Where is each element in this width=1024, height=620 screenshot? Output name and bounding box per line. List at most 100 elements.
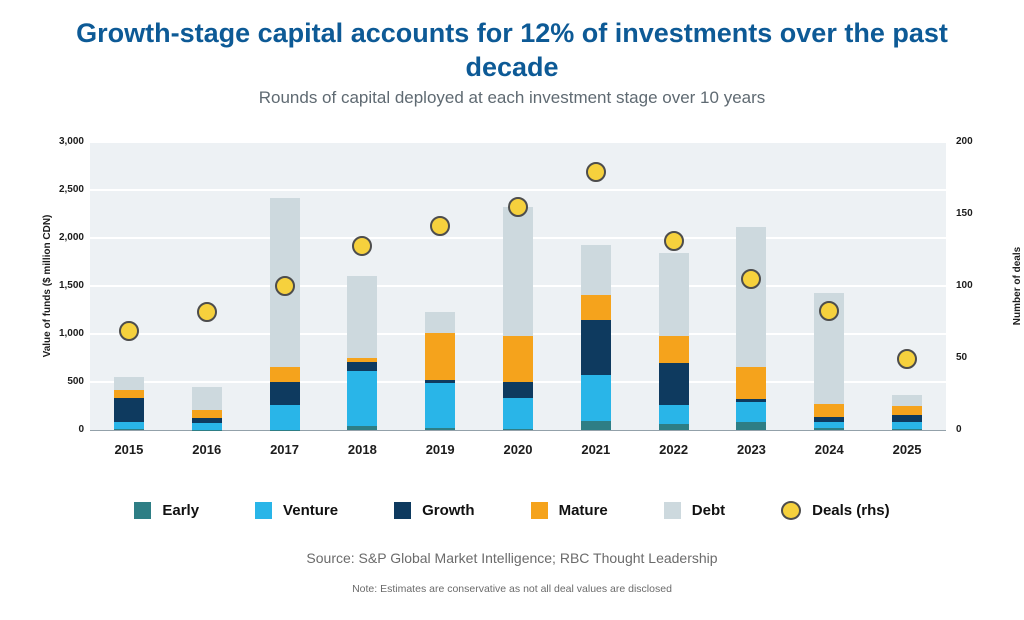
bar-segment-growth <box>736 399 767 402</box>
bar-segment-mature <box>503 335 533 383</box>
right-axis-tick: 200 <box>956 136 973 148</box>
bar-segment-debt <box>580 244 611 295</box>
x-axis-label: 2023 <box>736 442 766 458</box>
left-axis-tick: 0 <box>78 424 84 436</box>
deals-dot <box>430 215 451 236</box>
legend-item-deals: Deals (rhs) <box>781 501 890 521</box>
legend-label: Venture <box>283 502 339 520</box>
left-axis-tick: 1,500 <box>58 280 84 292</box>
bar-segment-early <box>892 428 923 431</box>
chart: Value of funds ($ million CDN) Number of… <box>12 128 1023 473</box>
x-axis-label: 2025 <box>892 442 922 458</box>
note-line: Note: Estimates are conservative as not … <box>352 583 672 596</box>
bar-segment-debt <box>736 226 767 367</box>
bar-segment-debt <box>425 311 456 334</box>
bar-segment-growth <box>814 416 845 423</box>
bar-segment-growth <box>503 382 533 399</box>
x-axis-label: 2024 <box>814 442 844 458</box>
right-axis-tick: 50 <box>956 352 968 364</box>
deals-dot <box>196 301 217 322</box>
bar-segment-early <box>503 429 533 431</box>
bar-segment-mature <box>892 405 923 416</box>
chart-subtitle: Rounds of capital deployed at each inves… <box>258 88 766 108</box>
deals-dot <box>118 320 139 341</box>
gridline <box>90 381 946 384</box>
right-axis-tick: 150 <box>956 208 973 220</box>
deals-dot <box>897 349 918 370</box>
bar-segment-mature <box>580 294 611 320</box>
legend-label: Deals (rhs) <box>812 502 890 520</box>
bar-segment-mature <box>269 366 300 383</box>
x-axis-label: 2019 <box>425 442 455 458</box>
bar-segment-debt <box>503 207 533 336</box>
bar-segment-venture <box>580 375 611 422</box>
bar-segment-early <box>113 429 144 431</box>
bar-segment-mature <box>425 333 456 381</box>
bar-segment-early <box>814 427 845 431</box>
bar-segment-growth <box>892 415 923 422</box>
deals-dot <box>819 300 840 321</box>
deals-dot <box>585 162 606 183</box>
legend-swatch-icon <box>394 502 412 520</box>
left-axis-tick: 2,000 <box>58 232 84 244</box>
bar-segment-growth <box>269 382 300 406</box>
legend-swatch-icon <box>134 502 152 520</box>
legend-label: Mature <box>558 502 608 520</box>
deals-dot <box>508 196 528 217</box>
legend-swatch-icon <box>530 502 548 520</box>
bar-segment-early <box>580 421 611 431</box>
right-axis-tick: 100 <box>956 280 973 292</box>
bar-segment-growth <box>658 362 689 406</box>
bar-segment-debt <box>347 276 378 359</box>
right-axis-tick: 0 <box>956 424 962 436</box>
bar-segment-mature <box>113 390 144 398</box>
legend-label: Growth <box>422 502 475 520</box>
legend-item-early: Early <box>134 502 200 520</box>
x-axis-label: 2021 <box>581 442 611 458</box>
bar-segment-venture <box>269 405 300 430</box>
legend-item-venture: Venture <box>255 502 339 520</box>
bar-segment-venture <box>425 382 456 428</box>
bar-segment-early <box>658 424 689 431</box>
legend-label: Debt <box>691 502 726 520</box>
legend-label: Early <box>162 502 200 520</box>
bar-segment-debt <box>113 376 144 391</box>
source-line: Source: S&P Global Market Intelligence; … <box>306 550 718 567</box>
bar-segment-venture <box>113 422 144 430</box>
deals-dot <box>274 276 295 297</box>
gridline <box>90 141 946 144</box>
bar-segment-mature <box>347 358 378 363</box>
bar-segment-early <box>347 426 378 431</box>
bar-segment-mature <box>736 366 767 400</box>
left-axis-tick: 1,000 <box>58 328 84 340</box>
bar-segment-growth <box>191 418 222 423</box>
bar-segment-growth <box>113 397 144 423</box>
plot-area <box>90 141 946 432</box>
bar-segment-debt <box>658 253 689 336</box>
deals-dot <box>741 268 762 289</box>
bar-segment-venture <box>658 405 689 425</box>
legend-item-mature: Mature <box>530 502 608 520</box>
bar-segment-early <box>736 422 767 431</box>
x-axis-label: 2017 <box>270 442 299 458</box>
x-axis-label: 2015 <box>114 442 144 458</box>
right-axis-title: Number of deals <box>1012 246 1023 326</box>
x-axis-label: 2018 <box>347 442 377 458</box>
bar-segment-venture <box>736 401 767 423</box>
bar-segment-growth <box>580 319 611 376</box>
bar-segment-debt <box>191 386 222 411</box>
bar-segment-venture <box>191 422 222 430</box>
legend-swatch-icon <box>255 502 273 520</box>
bar-segment-early <box>425 427 456 431</box>
bar-segment-mature <box>191 410 222 419</box>
deals-dot <box>352 235 373 256</box>
bar-segment-venture <box>347 371 378 427</box>
legend-swatch-icon <box>663 502 681 520</box>
bar-segment-mature <box>814 404 845 417</box>
gridline <box>90 189 946 192</box>
left-axis-tick: 2,500 <box>58 184 84 196</box>
chart-title: Growth-stage capital accounts for 12% of… <box>76 18 948 83</box>
deals-circle-icon <box>781 501 802 521</box>
bar-segment-growth <box>347 362 378 372</box>
legend: Early Venture Growth Mature Debt Deals (rhs) <box>0 501 1024 521</box>
